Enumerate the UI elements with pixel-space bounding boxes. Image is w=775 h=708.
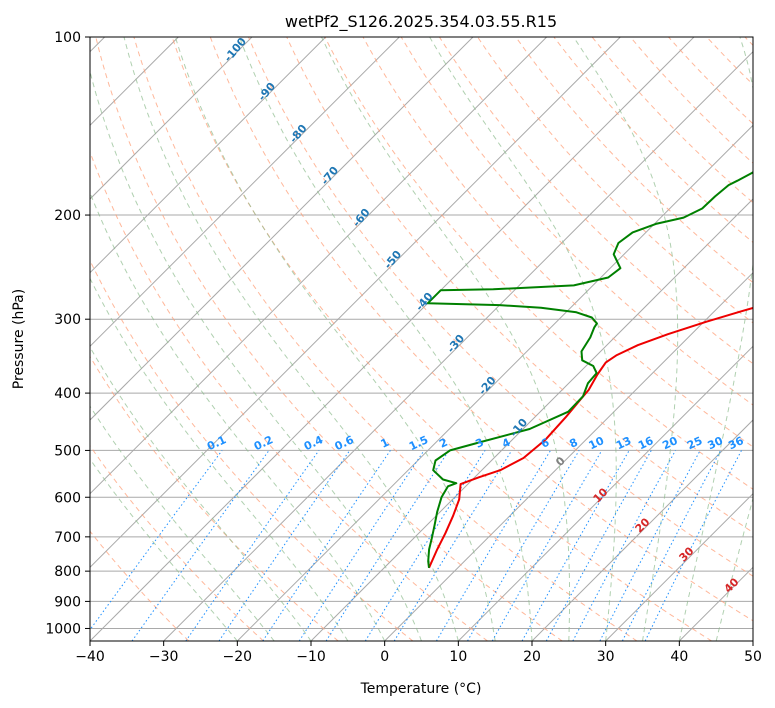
x-tick-label: 20 bbox=[523, 649, 541, 665]
mixing-ratio-label: 30 bbox=[706, 434, 726, 452]
dewpoint-profile bbox=[426, 170, 753, 569]
moist-adiabat bbox=[90, 458, 238, 641]
dry-adiabat bbox=[515, 37, 753, 284]
y-tick-label: 900 bbox=[54, 594, 81, 610]
dry-adiabat bbox=[90, 259, 414, 641]
mixing-ratio-line bbox=[572, 450, 676, 641]
dry-adiabat bbox=[248, 37, 753, 577]
isotherm bbox=[310, 198, 753, 641]
x-tick-label: 40 bbox=[670, 649, 688, 665]
y-tick-label: 300 bbox=[54, 312, 81, 328]
mixing-ratio-line bbox=[262, 450, 391, 641]
mixing-ratio-label: 20 bbox=[660, 434, 680, 452]
y-tick-label: 700 bbox=[54, 530, 81, 546]
moist-adiabat bbox=[90, 346, 312, 641]
mixing-ratio-label: 36 bbox=[726, 434, 746, 452]
mixing-ratio-line bbox=[644, 450, 742, 641]
dry-adiabat bbox=[286, 37, 753, 534]
isotherm bbox=[90, 37, 327, 274]
mixing-ratio-line bbox=[185, 450, 320, 641]
temperature-profile bbox=[428, 306, 753, 569]
moist-adiabat bbox=[90, 191, 386, 641]
mixing-ratio-label: 10 bbox=[587, 434, 607, 452]
isotherm bbox=[90, 37, 400, 348]
mixing-ratio-line bbox=[521, 450, 630, 641]
y-axis-ticks: 1000 900 800 700 600 500 400 300 200 100 bbox=[45, 30, 90, 637]
isotherm bbox=[384, 271, 753, 641]
moist-adiabat bbox=[174, 37, 496, 641]
x-tick-label: −40 bbox=[75, 649, 105, 665]
isotherm bbox=[531, 419, 753, 641]
x-tick-label: −20 bbox=[223, 649, 253, 665]
x-tick-label: 0 bbox=[380, 649, 389, 665]
moist-adiabat bbox=[321, 37, 571, 641]
isotherm bbox=[90, 37, 253, 200]
dry-adiabat bbox=[95, 37, 563, 641]
mixing-ratio-line bbox=[545, 450, 652, 641]
y-tick-label: 800 bbox=[54, 564, 81, 580]
mixing-ratio-line bbox=[90, 450, 223, 631]
y-tick-label: 400 bbox=[54, 386, 81, 402]
x-axis-label: Temperature (°C) bbox=[360, 681, 482, 697]
moist-adiabat bbox=[238, 37, 533, 641]
dry-adiabat bbox=[90, 355, 339, 641]
y-tick-label: 500 bbox=[54, 443, 81, 459]
mixing-ratio-line bbox=[621, 450, 722, 641]
plot-background bbox=[90, 37, 753, 641]
dry-adiabat bbox=[133, 37, 638, 641]
moist-adiabat bbox=[429, 37, 617, 641]
mixing-ratio-line bbox=[218, 450, 351, 641]
isotherm bbox=[236, 124, 753, 641]
x-axis-ticks: −40 −30 −20 −10 0 10 20 30 40 50 bbox=[75, 641, 762, 665]
moist-adiabat bbox=[573, 37, 679, 641]
mixing-ratio-label: 13 bbox=[614, 434, 633, 452]
mixing-ratio-label: 25 bbox=[685, 434, 704, 452]
x-tick-label: −10 bbox=[296, 649, 326, 665]
dry-adiabat bbox=[90, 444, 264, 641]
isotherm bbox=[457, 345, 753, 641]
x-tick-label: 10 bbox=[449, 649, 467, 665]
chart-title: wetPf2_S126.2025.354.03.55.R15 bbox=[285, 12, 557, 32]
dry-adiabat bbox=[90, 530, 190, 641]
moist-adiabat bbox=[123, 37, 459, 641]
plot-frame bbox=[89, 36, 754, 642]
x-tick-label: −30 bbox=[149, 649, 179, 665]
dry-adiabat bbox=[400, 37, 753, 406]
y-tick-label: 100 bbox=[54, 30, 81, 46]
x-tick-label: 50 bbox=[744, 649, 762, 665]
dry-adiabat bbox=[438, 37, 753, 365]
moist-adiabat bbox=[90, 277, 349, 641]
isotherm bbox=[90, 37, 621, 569]
profile-lines bbox=[426, 170, 753, 569]
dry-adiabat bbox=[90, 150, 488, 641]
x-tick-label: 30 bbox=[597, 649, 615, 665]
y-tick-label: 200 bbox=[54, 208, 81, 224]
dry-adiabat bbox=[171, 37, 712, 641]
dry-adiabat bbox=[209, 37, 753, 622]
isotherm bbox=[90, 37, 548, 495]
moist-adiabat bbox=[90, 405, 275, 641]
y-tick-label: 600 bbox=[54, 490, 81, 506]
y-tick-label: 1000 bbox=[45, 621, 81, 637]
background-lines bbox=[90, 37, 753, 641]
moist-adiabat bbox=[90, 69, 422, 641]
mixing-ratio-label: 16 bbox=[636, 434, 656, 452]
mixing-ratio-line bbox=[131, 450, 270, 641]
mixing-ratio-line bbox=[393, 450, 513, 641]
y-axis-label: Pressure (hPa) bbox=[11, 289, 27, 389]
isotherm bbox=[163, 50, 753, 641]
isotherm bbox=[90, 37, 474, 421]
isotherm bbox=[605, 492, 753, 641]
mixing-ratio-line bbox=[298, 450, 425, 641]
mixing-ratio-line bbox=[325, 450, 450, 641]
